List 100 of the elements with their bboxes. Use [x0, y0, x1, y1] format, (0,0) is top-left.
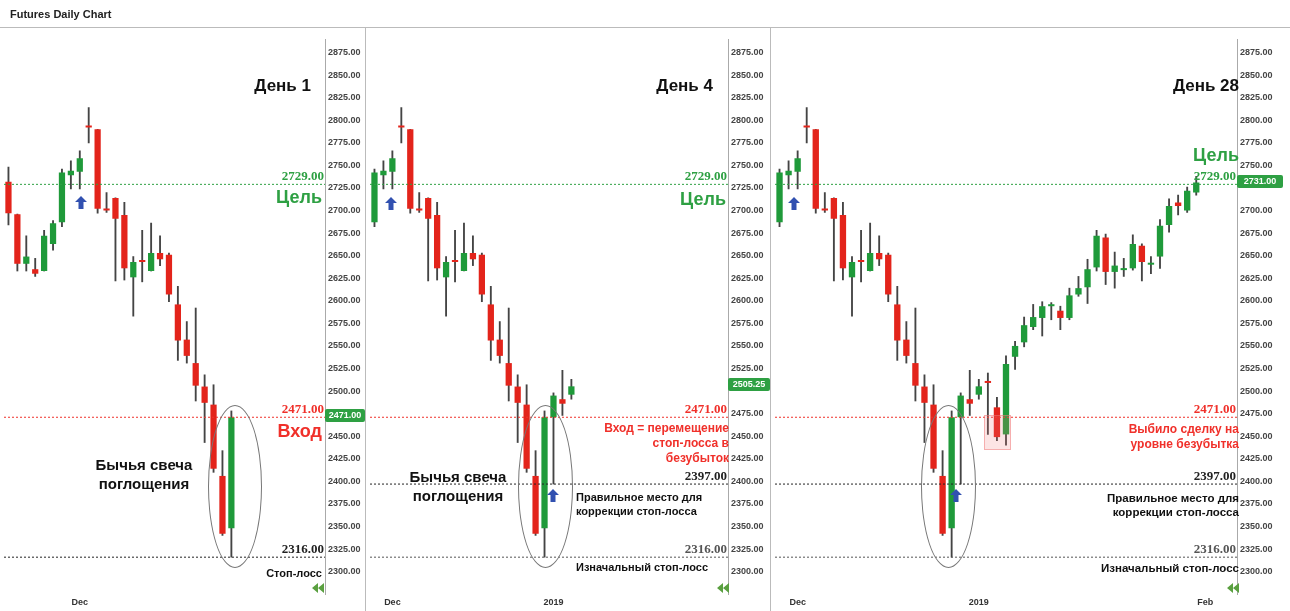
ref-line-label: 2729.00: [281, 168, 324, 184]
y-tick-label: 2350.00: [1240, 520, 1273, 531]
y-tick-label: 2400.00: [731, 475, 764, 486]
y-tick-label: 2625.00: [328, 272, 361, 283]
x-tick-label: 2019: [543, 597, 564, 608]
candlestick: [398, 107, 405, 144]
candlestick: [1147, 256, 1155, 275]
y-tick-label: 2875.00: [1240, 47, 1273, 58]
y-tick-label: 2300.00: [328, 566, 361, 577]
y-tick-label: 2700.00: [1240, 205, 1273, 216]
y-tick-label: 2875.00: [328, 47, 361, 58]
y-tick-label: 2350.00: [731, 520, 764, 531]
y-tick-label: 2400.00: [1240, 475, 1273, 486]
candlestick: [1048, 302, 1055, 321]
y-tick-label: 2600.00: [1240, 295, 1273, 306]
y-tick-label: 2600.00: [328, 295, 361, 306]
annotation: Изначальный стоп-лосс: [1100, 561, 1239, 576]
x-tick-label: Dec: [789, 597, 806, 608]
y-tick-label: 2500.00: [1240, 385, 1273, 396]
y-tick-label: 2775.00: [1240, 137, 1273, 148]
candlestick: [416, 192, 423, 213]
y-tick-label: 2500.00: [328, 385, 361, 396]
candlestick: [139, 230, 146, 283]
annotation: День 28: [1171, 75, 1239, 97]
y-tick-label: 2525.00: [731, 362, 764, 373]
candlestick: [85, 107, 92, 144]
ref-line-label: 2397.00: [684, 467, 727, 483]
y-tick-label: 2875.00: [731, 47, 764, 58]
y-tick-label: 2700.00: [328, 205, 361, 216]
y-tick-label: 2575.00: [1240, 317, 1273, 328]
annotation: Правильное место для коррекции стоп-лосса: [1106, 491, 1239, 520]
ref-line-label: 2316.00: [281, 541, 324, 557]
y-tick-label: 2450.00: [731, 430, 764, 441]
ref-line-label: 2316.00: [1193, 541, 1236, 557]
y-tick-label: 2450.00: [328, 430, 361, 441]
ref-line-label: 2397.00: [1193, 467, 1236, 483]
annotation: Выбило сделку на уровне безубытка: [1127, 422, 1239, 452]
annotation: Вход: [276, 420, 322, 443]
x-tick-label: Dec: [384, 597, 401, 608]
y-tick-label: 2825.00: [1240, 92, 1273, 103]
y-tick-label: 2300.00: [1240, 566, 1273, 577]
y-tick-label: 2325.00: [328, 543, 361, 554]
y-tick-label: 2775.00: [328, 137, 361, 148]
candlestick: [984, 372, 992, 435]
y-tick-label: 2325.00: [731, 543, 764, 554]
y-tick-label: 2625.00: [1240, 272, 1273, 283]
annotation: Цель: [1192, 144, 1239, 167]
y-tick-label: 2300.00: [731, 566, 764, 577]
candlestick: [821, 192, 828, 213]
ref-line-label: 2729.00: [684, 168, 727, 184]
text: 2471.00: [325, 409, 365, 422]
annotation: День 4: [655, 75, 713, 97]
y-tick-label: 2350.00: [328, 520, 361, 531]
ref-line-label: 2316.00: [684, 541, 727, 557]
y-tick-label: 2775.00: [731, 137, 764, 148]
candlestick: [966, 369, 973, 416]
candlestick: [1120, 258, 1127, 277]
annotation: Стоп-лосс: [265, 567, 322, 581]
annotation: Бычья свеча поглощения: [94, 456, 194, 494]
candlestick: [803, 107, 810, 144]
y-tick-label: 2825.00: [328, 92, 361, 103]
text: 2731.00: [1237, 175, 1283, 188]
y-tick-label: 2750.00: [328, 159, 361, 170]
y-tick-label: 2675.00: [731, 227, 764, 238]
candlestick: [451, 230, 459, 283]
y-tick-label: 2625.00: [731, 272, 764, 283]
y-tick-label: 2850.00: [731, 69, 764, 80]
y-tick-label: 2325.00: [1240, 543, 1273, 554]
annotation: Изначальный стоп-лосс: [576, 561, 709, 575]
annotation: Бычья свеча поглощения: [408, 468, 508, 506]
candlestick: [559, 369, 566, 416]
ref-line-label: 2471.00: [684, 401, 727, 417]
y-tick-label: 2850.00: [1240, 69, 1273, 80]
ref-line-label: 2471.00: [1193, 401, 1236, 417]
y-tick-label: 2850.00: [328, 69, 361, 80]
annotation: Правильное место для коррекции стоп-лосса: [576, 491, 704, 519]
y-tick-label: 2725.00: [328, 182, 361, 193]
y-tick-label: 2650.00: [731, 250, 764, 261]
x-tick-label: Dec: [71, 597, 89, 608]
y-tick-label: 2425.00: [328, 453, 361, 464]
y-tick-label: 2800.00: [1240, 114, 1273, 125]
y-tick-label: 2375.00: [1240, 498, 1273, 509]
text: 2505.25: [728, 378, 770, 391]
y-tick-label: 2475.00: [1240, 408, 1273, 419]
x-tick-label: Feb: [1197, 597, 1214, 608]
y-tick-label: 2575.00: [731, 317, 764, 328]
ref-line-label: 2471.00: [281, 401, 324, 417]
y-tick-label: 2550.00: [1240, 340, 1273, 351]
y-tick-label: 2675.00: [328, 227, 361, 238]
y-tick-label: 2550.00: [328, 340, 361, 351]
annotation: День 1: [253, 75, 311, 97]
y-tick-label: 2475.00: [731, 408, 764, 419]
y-tick-label: 2425.00: [731, 453, 764, 464]
annotation: Цель: [275, 186, 322, 209]
y-tick-label: 2700.00: [731, 205, 764, 216]
y-tick-label: 2525.00: [1240, 362, 1273, 373]
y-tick-label: 2550.00: [731, 340, 764, 351]
y-tick-label: 2800.00: [731, 114, 764, 125]
y-tick-label: 2825.00: [731, 92, 764, 103]
y-tick-label: 2400.00: [328, 475, 361, 486]
